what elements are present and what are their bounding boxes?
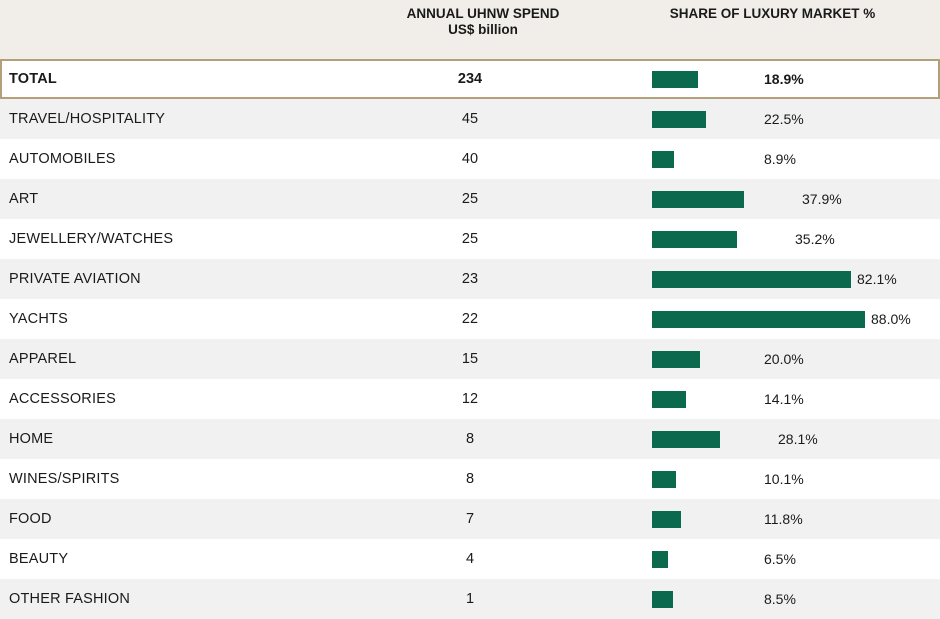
annual-spend-value: 25: [461, 191, 479, 207]
table-row: FOOD 7 11.8%: [0, 499, 940, 539]
table-row: YACHTS 22 88.0%: [0, 299, 940, 339]
table-row: ART 25 37.9%: [0, 179, 940, 219]
table-row: BEAUTY 4 6.5%: [0, 539, 940, 579]
category-label: OTHER FASHION: [9, 591, 131, 607]
table-header: ANNUAL UHNW SPEND US$ billion SHARE OF L…: [0, 0, 940, 59]
category-label: ACCESSORIES: [9, 391, 116, 407]
share-bar: [652, 271, 851, 288]
table-row: PRIVATE AVIATION 23 82.1%: [0, 259, 940, 299]
annual-spend-value: 12: [461, 391, 479, 407]
share-bar: [652, 511, 681, 528]
table-row: WINES/SPIRITS 8 10.1%: [0, 459, 940, 499]
share-percent-label: 35.2%: [795, 231, 835, 247]
table-row: HOME 8 28.1%: [0, 419, 940, 459]
table-row: TRAVEL/HOSPITALITY 45 22.5%: [0, 99, 940, 139]
total-row: TOTAL 234 18.9%: [0, 59, 940, 99]
column-header-spend-unit: US$ billion: [448, 22, 518, 37]
share-percent-label: 10.1%: [764, 471, 804, 487]
table-row: AUTOMOBILES 40 8.9%: [0, 139, 940, 179]
table-row: OTHER FASHION 1 8.5%: [0, 579, 940, 619]
share-percent-label: 8.9%: [764, 151, 796, 167]
annual-spend-value: 8: [465, 471, 475, 487]
category-label: PRIVATE AVIATION: [9, 271, 141, 287]
category-label: BEAUTY: [9, 551, 69, 567]
annual-spend-value: 1: [465, 591, 475, 607]
share-percent-label: 14.1%: [764, 391, 804, 407]
category-label: TOTAL: [9, 71, 57, 87]
share-bar: [652, 551, 668, 568]
table-row: ACCESSORIES 12 14.1%: [0, 379, 940, 419]
share-bar: [652, 431, 720, 448]
annual-spend-value: 4: [465, 551, 475, 567]
category-label: JEWELLERY/WATCHES: [9, 231, 174, 247]
category-label: HOME: [9, 431, 54, 447]
category-label: TRAVEL/HOSPITALITY: [9, 111, 166, 127]
share-bar: [652, 351, 700, 368]
category-label: AUTOMOBILES: [9, 151, 116, 167]
column-header-share-title: SHARE OF LUXURY MARKET %: [669, 6, 876, 21]
share-percent-label: 28.1%: [778, 431, 818, 447]
annual-spend-value: 234: [457, 71, 483, 87]
share-percent-label: 37.9%: [802, 191, 842, 207]
category-label: APPAREL: [9, 351, 77, 367]
share-percent-label: 11.8%: [764, 511, 803, 527]
share-bar: [652, 231, 737, 248]
category-label: WINES/SPIRITS: [9, 471, 120, 487]
column-header-annual-spend: ANNUAL UHNW SPEND US$ billion: [370, 6, 596, 38]
share-percent-label: 8.5%: [764, 591, 796, 607]
share-bar: [652, 151, 674, 168]
share-percent-label: 20.0%: [764, 351, 804, 367]
category-label: YACHTS: [9, 311, 68, 327]
annual-spend-value: 23: [461, 271, 479, 287]
share-bar: [652, 111, 706, 128]
annual-spend-value: 25: [461, 231, 479, 247]
share-percent-label: 22.5%: [764, 111, 804, 127]
share-percent-label: 18.9%: [764, 71, 804, 87]
category-label: ART: [9, 191, 39, 207]
table-row: APPAREL 15 20.0%: [0, 339, 940, 379]
share-bar: [652, 391, 686, 408]
column-header-market-share: SHARE OF LUXURY MARKET %: [640, 6, 905, 22]
annual-spend-value: 15: [461, 351, 479, 367]
annual-spend-value: 22: [461, 311, 479, 327]
share-bar: [652, 471, 676, 488]
share-percent-label: 82.1%: [857, 271, 897, 287]
annual-spend-value: 40: [461, 151, 479, 167]
annual-spend-value: 8: [465, 431, 475, 447]
annual-spend-value: 7: [465, 511, 475, 527]
share-percent-label: 88.0%: [871, 311, 911, 327]
share-bar: [652, 311, 865, 328]
share-bar: [652, 191, 744, 208]
category-label: FOOD: [9, 511, 52, 527]
column-header-spend-title: ANNUAL UHNW SPEND: [406, 6, 560, 21]
annual-spend-value: 45: [461, 111, 479, 127]
table-row: JEWELLERY/WATCHES 25 35.2%: [0, 219, 940, 259]
share-bar: [652, 71, 698, 88]
share-percent-label: 6.5%: [764, 551, 796, 567]
